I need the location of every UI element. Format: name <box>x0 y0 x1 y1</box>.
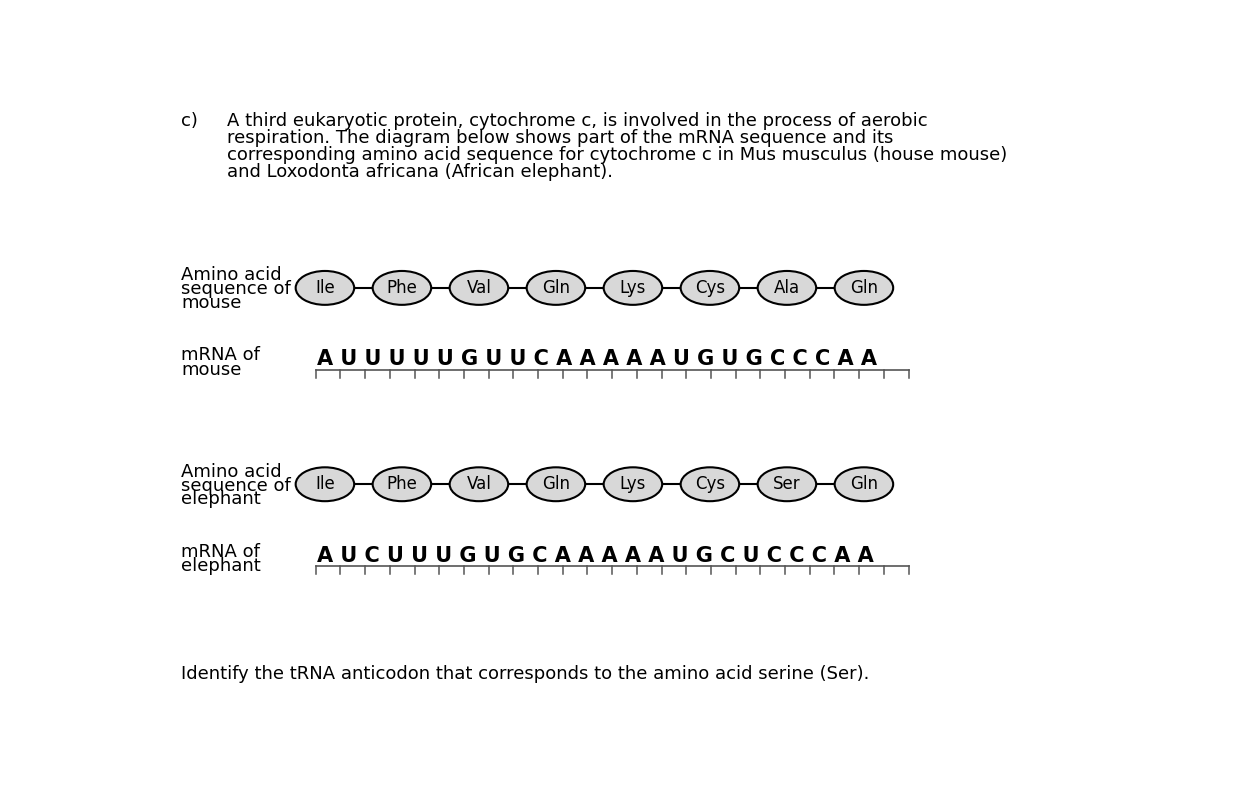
Text: mouse: mouse <box>181 361 241 379</box>
Text: Ile: Ile <box>315 475 335 493</box>
Text: corresponding amino acid sequence for cytochrome c in Mus musculus (house mouse): corresponding amino acid sequence for cy… <box>228 146 1008 165</box>
Text: Cys: Cys <box>695 475 725 493</box>
Text: Lys: Lys <box>620 279 646 297</box>
Text: mouse: mouse <box>181 294 241 312</box>
Text: A U C U U U G U G C A A A A A U G C U C C C A A: A U C U U U G U G C A A A A A U G C U C … <box>318 546 874 566</box>
Text: elephant: elephant <box>181 557 261 576</box>
Ellipse shape <box>835 467 894 501</box>
Text: c): c) <box>181 112 198 130</box>
Text: Val: Val <box>466 279 491 297</box>
Ellipse shape <box>526 467 585 501</box>
Ellipse shape <box>450 271 509 304</box>
Text: Phe: Phe <box>386 475 418 493</box>
Ellipse shape <box>681 271 739 304</box>
Text: sequence of: sequence of <box>181 476 291 494</box>
Ellipse shape <box>835 271 894 304</box>
Text: Val: Val <box>466 475 491 493</box>
Text: and Loxodonta africana (African elephant).: and Loxodonta africana (African elephant… <box>228 163 614 181</box>
Text: Lys: Lys <box>620 475 646 493</box>
Text: Gln: Gln <box>542 279 570 297</box>
Text: mRNA of: mRNA of <box>181 347 260 364</box>
Ellipse shape <box>296 271 354 304</box>
Text: elephant: elephant <box>181 491 261 509</box>
Text: mRNA of: mRNA of <box>181 543 260 560</box>
Ellipse shape <box>372 271 431 304</box>
Text: A U U U U U G U U C A A A A A U G U G C C C A A: A U U U U U G U U C A A A A A U G U G C … <box>318 350 877 370</box>
Ellipse shape <box>758 271 816 304</box>
Text: Gln: Gln <box>850 279 878 297</box>
Ellipse shape <box>604 271 662 304</box>
Text: Gln: Gln <box>850 475 878 493</box>
Text: Ala: Ala <box>774 279 800 297</box>
Text: A third eukaryotic protein, cytochrome c, is involved in the process of aerobic: A third eukaryotic protein, cytochrome c… <box>228 112 928 130</box>
Text: Identify the tRNA anticodon that corresponds to the amino acid serine (Ser).: Identify the tRNA anticodon that corresp… <box>181 665 869 683</box>
Ellipse shape <box>681 467 739 501</box>
Ellipse shape <box>296 467 354 501</box>
Text: sequence of: sequence of <box>181 280 291 298</box>
Text: Phe: Phe <box>386 279 418 297</box>
Text: respiration. The diagram below shows part of the mRNA sequence and its: respiration. The diagram below shows par… <box>228 130 894 147</box>
Ellipse shape <box>604 467 662 501</box>
Text: Ser: Ser <box>772 475 801 493</box>
Ellipse shape <box>372 467 431 501</box>
Text: Amino acid: Amino acid <box>181 463 281 481</box>
Text: Ile: Ile <box>315 279 335 297</box>
Ellipse shape <box>450 467 509 501</box>
Text: Cys: Cys <box>695 279 725 297</box>
Ellipse shape <box>526 271 585 304</box>
Text: Amino acid: Amino acid <box>181 266 281 285</box>
Ellipse shape <box>758 467 816 501</box>
Text: Gln: Gln <box>542 475 570 493</box>
